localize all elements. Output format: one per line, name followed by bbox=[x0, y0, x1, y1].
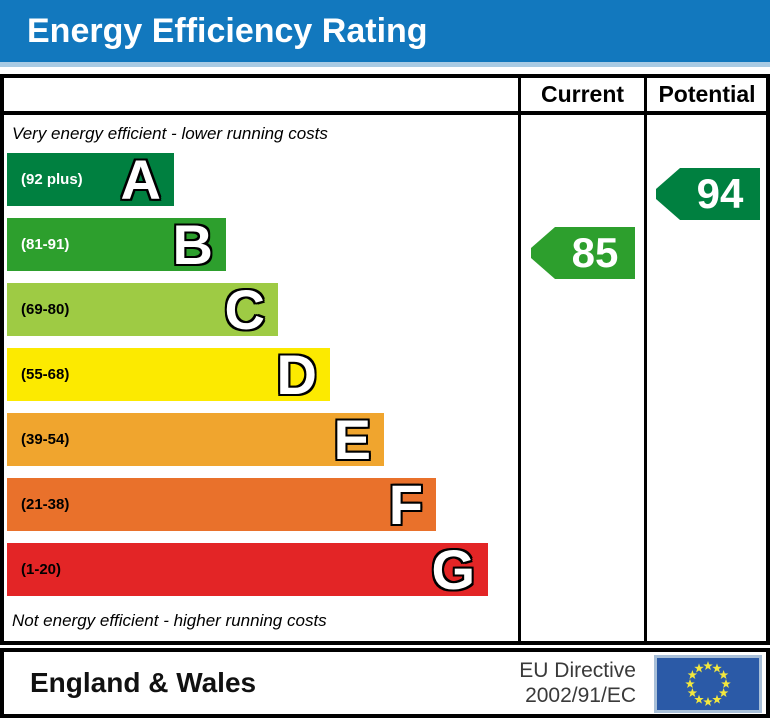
band-f: (21-38) F bbox=[7, 472, 436, 536]
band-c-range: (69-80) bbox=[21, 301, 70, 318]
band-d: (55-68) D bbox=[7, 342, 330, 406]
potential-column-divider bbox=[644, 74, 647, 645]
band-e-range: (39-54) bbox=[21, 431, 70, 448]
title-underline bbox=[0, 62, 770, 67]
band-c: (69-80) C bbox=[7, 277, 278, 341]
band-g: (1-20) G bbox=[7, 537, 488, 601]
title-bar: Energy Efficiency Rating bbox=[0, 0, 770, 62]
potential-rating-arrow: 94 bbox=[656, 168, 760, 220]
band-d-range: (55-68) bbox=[21, 366, 70, 383]
band-f-letter: F bbox=[388, 472, 423, 536]
current-rating-value: 85 bbox=[571, 229, 619, 276]
page-title: Energy Efficiency Rating bbox=[27, 11, 428, 50]
band-e: (39-54) E bbox=[7, 407, 384, 471]
bottom-scale-note: Not energy efficient - higher running co… bbox=[12, 611, 327, 630]
eu-flag-icon bbox=[654, 655, 762, 713]
left-arrow-icon bbox=[656, 168, 760, 220]
band-a-range: (92 plus) bbox=[21, 171, 83, 188]
potential-rating-value: 94 bbox=[696, 170, 744, 217]
band-a: (92 plus) A bbox=[7, 147, 174, 211]
band-b: (81-91) B bbox=[7, 212, 226, 276]
eu-directive-label: EU Directive 2002/91/EC bbox=[519, 652, 636, 714]
eu-directive-line2: 2002/91/EC bbox=[525, 684, 636, 707]
band-f-range: (21-38) bbox=[21, 496, 70, 513]
top-scale-note: Very energy efficient - lower running co… bbox=[12, 124, 328, 143]
band-c-letter: C bbox=[224, 277, 265, 341]
current-column-divider bbox=[518, 74, 521, 645]
band-d-letter: D bbox=[276, 342, 317, 406]
band-b-letter: B bbox=[172, 212, 213, 276]
band-g-letter: G bbox=[431, 537, 475, 601]
current-rating-arrow: 85 bbox=[531, 227, 635, 279]
potential-column-header: Potential bbox=[658, 81, 756, 107]
header-row-divider bbox=[0, 111, 770, 115]
band-e-letter: E bbox=[333, 407, 371, 471]
band-a-letter: A bbox=[120, 147, 161, 211]
eu-directive-line1: EU Directive bbox=[519, 658, 636, 682]
region-label: England & Wales bbox=[30, 667, 257, 698]
band-g-range: (1-20) bbox=[21, 561, 62, 578]
left-arrow-icon bbox=[531, 227, 635, 279]
band-b-range: (81-91) bbox=[21, 236, 70, 253]
current-column-header: Current bbox=[540, 81, 625, 107]
footer: England & Wales EU Directive 2002/91/EC bbox=[0, 648, 770, 718]
